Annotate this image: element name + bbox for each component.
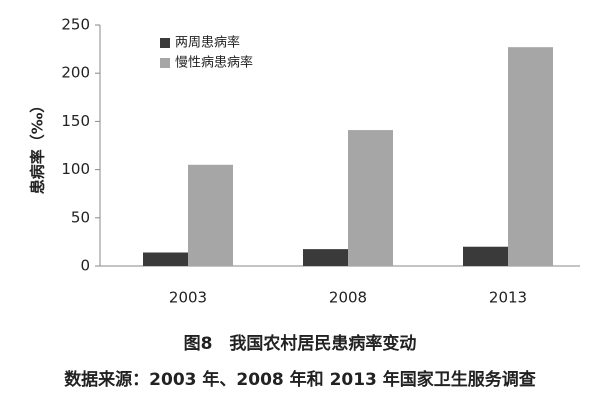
- bar: [348, 130, 393, 266]
- bar: [143, 252, 188, 266]
- y-axis-label: 患病率（‰）: [29, 98, 47, 195]
- y-tick-label: 150: [61, 112, 90, 130]
- legend-swatch: [160, 58, 170, 68]
- y-tick-label: 50: [71, 208, 90, 226]
- legend-label: 慢性病患病率: [175, 55, 253, 71]
- y-tick-label: 100: [61, 160, 90, 178]
- legend-label: 两周患病率: [175, 35, 240, 51]
- y-tick-label: 0: [80, 257, 90, 275]
- chart-subtitle: 数据来源：2003 年、2008 年和 2013 年国家卫生服务调查: [64, 369, 537, 390]
- bar: [188, 164, 233, 266]
- x-tick-label: 2003: [169, 289, 207, 307]
- y-tick-label: 200: [61, 64, 90, 82]
- chart-title: 图8 我国农村居民患病率变动: [184, 333, 417, 354]
- x-tick-label: 2013: [489, 289, 527, 307]
- legend-swatch: [160, 38, 170, 48]
- bar: [303, 249, 348, 266]
- x-tick-label: 2008: [329, 289, 367, 307]
- y-tick-label: 250: [61, 16, 90, 34]
- bar: [463, 246, 508, 266]
- bar: [508, 47, 553, 267]
